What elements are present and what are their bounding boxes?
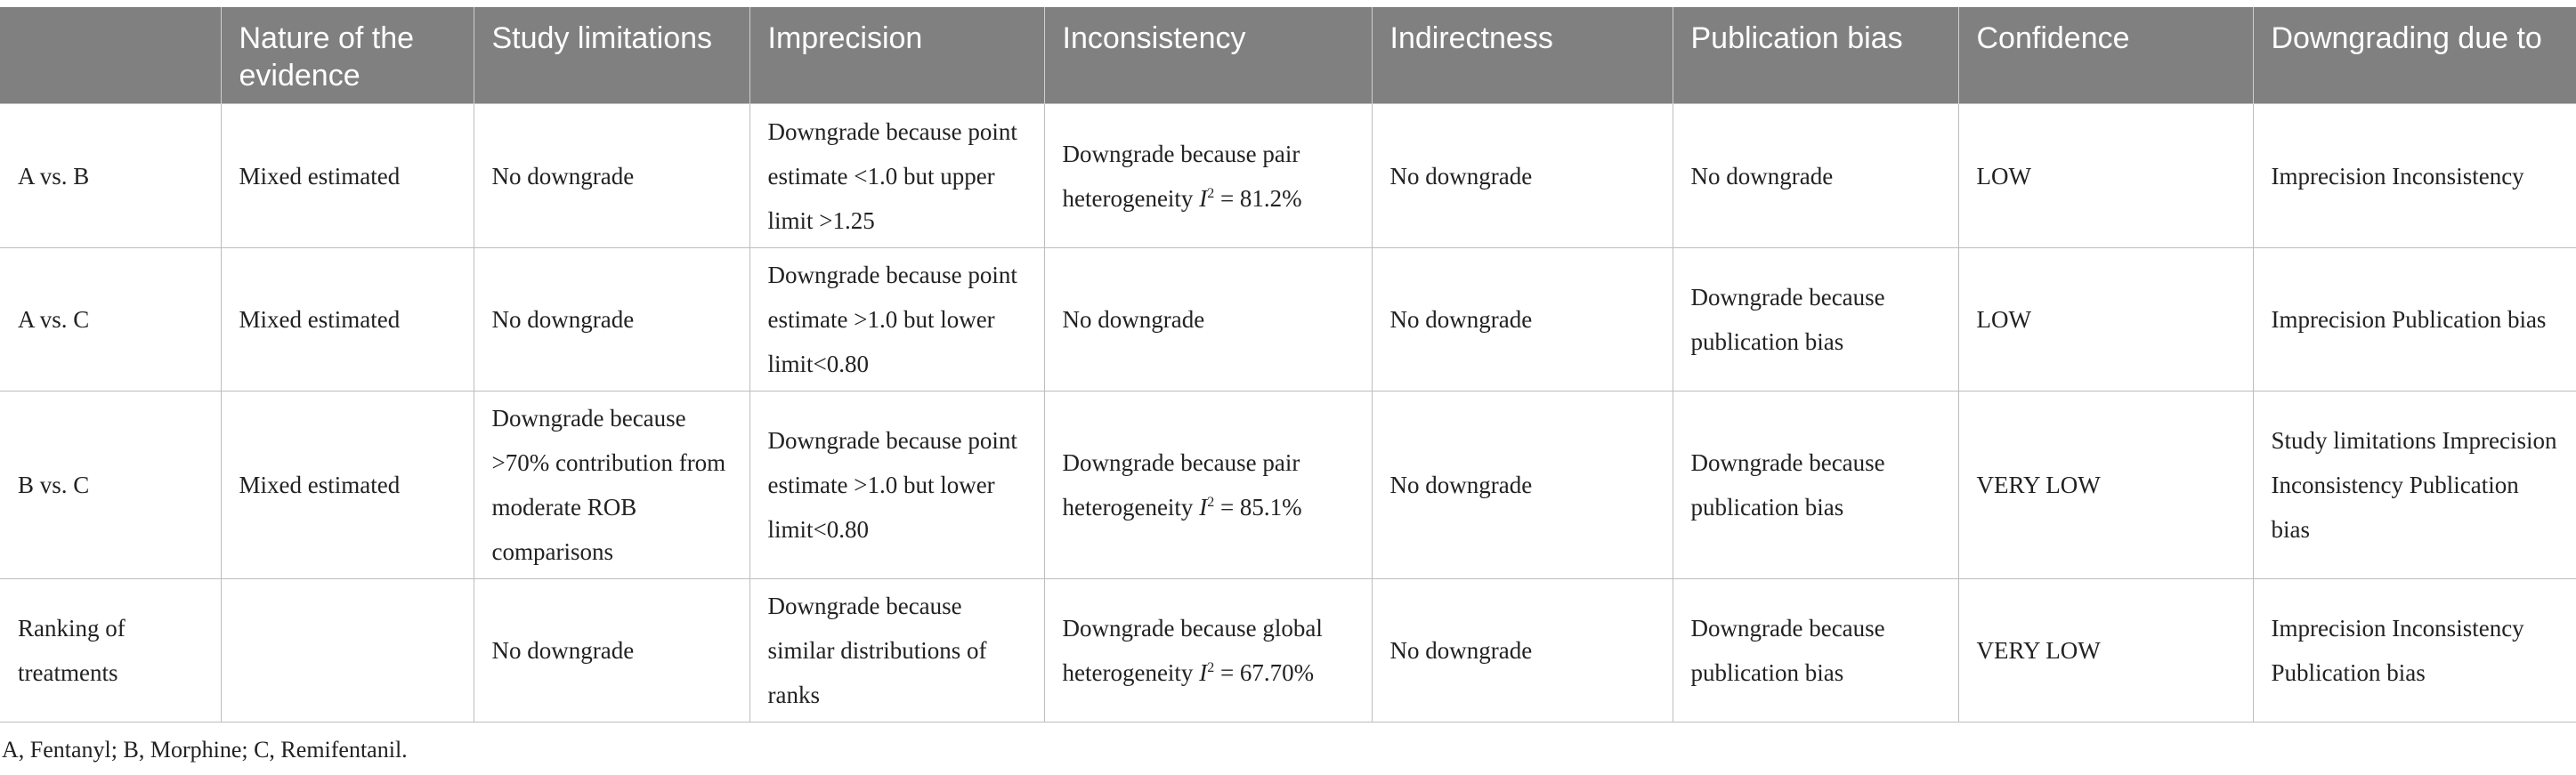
cell-downgrading: Imprecision Inconsistency	[2252, 103, 2576, 248]
cell-imprecision: Downgrade because point estimate >1.0 bu…	[749, 391, 1045, 579]
header-row: Nature of the evidence Study limitations…	[0, 7, 2576, 104]
cell-confidence: LOW	[1957, 103, 2254, 248]
cell-nature: Mixed estimated	[220, 391, 474, 579]
cell-publication-bias: Downgrade because publication bias	[1672, 247, 1959, 392]
table-row: A vs. B Mixed estimated No downgrade Dow…	[0, 103, 2576, 248]
cell-indirectness: No downgrade	[1371, 391, 1673, 579]
cell-study-limitations: No downgrade	[473, 103, 750, 248]
inconsistency-i: I	[1199, 659, 1208, 686]
header-imprecision: Imprecision	[749, 7, 1044, 104]
inconsistency-value: = 81.2%	[1214, 184, 1302, 212]
table-row: Ranking of treatments No downgrade Downg…	[0, 578, 2576, 723]
cell-nature	[220, 578, 474, 723]
inconsistency-value: = 85.1%	[1214, 494, 1302, 521]
cell-comparison: A vs. C	[0, 247, 222, 392]
cell-confidence: VERY LOW	[1957, 578, 2254, 723]
table-row: A vs. C Mixed estimated No downgrade Dow…	[0, 247, 2576, 392]
inconsistency-value: = 67.70%	[1214, 659, 1315, 686]
inconsistency-sup: 2	[1207, 495, 1215, 510]
header-confidence: Confidence	[1957, 7, 2253, 104]
inconsistency-sup: 2	[1207, 660, 1215, 675]
inconsistency-sup: 2	[1207, 185, 1215, 201]
cell-imprecision: Downgrade because similar distributions …	[749, 578, 1045, 723]
header-downgrading: Downgrading due to	[2252, 7, 2576, 104]
cell-confidence: VERY LOW	[1957, 391, 2254, 579]
inconsistency-i: I	[1199, 494, 1208, 521]
header-study-limitations: Study limitations	[473, 7, 749, 104]
cell-confidence: LOW	[1957, 247, 2254, 392]
header-comparison	[0, 7, 221, 104]
cell-comparison: B vs. C	[0, 391, 222, 579]
grade-table-container: Nature of the evidence Study limitations…	[0, 7, 2576, 723]
cell-indirectness: No downgrade	[1371, 103, 1673, 248]
cell-study-limitations: No downgrade	[473, 578, 750, 723]
cell-study-limitations: Downgrade because >70% contribution from…	[473, 391, 750, 579]
inconsistency-text: Downgrade because pair heterogeneity	[1062, 449, 1300, 521]
header-inconsistency: Inconsistency	[1043, 7, 1372, 104]
cell-study-limitations: No downgrade	[473, 247, 750, 392]
cell-publication-bias: Downgrade because publication bias	[1672, 391, 1959, 579]
grade-table: Nature of the evidence Study limitations…	[0, 7, 2576, 723]
cell-indirectness: No downgrade	[1371, 247, 1673, 392]
cell-inconsistency: Downgrade because pair heterogeneity I2 …	[1043, 103, 1373, 248]
cell-inconsistency: Downgrade because global heterogeneity I…	[1043, 578, 1373, 723]
table-row: B vs. C Mixed estimated Downgrade becaus…	[0, 391, 2576, 579]
cell-downgrading: Study limitations Imprecision Inconsiste…	[2252, 391, 2576, 579]
cell-inconsistency: Downgrade because pair heterogeneity I2 …	[1043, 391, 1373, 579]
cell-publication-bias: No downgrade	[1672, 103, 1959, 248]
header-publication-bias: Publication bias	[1672, 7, 1958, 104]
inconsistency-text: Downgrade because pair heterogeneity	[1062, 140, 1300, 212]
cell-comparison: A vs. B	[0, 103, 222, 248]
cell-nature: Mixed estimated	[220, 247, 474, 392]
cell-downgrading: Imprecision Inconsistency Publication bi…	[2252, 578, 2576, 723]
header-nature: Nature of the evidence	[220, 7, 474, 104]
cell-downgrading: Imprecision Publication bias	[2252, 247, 2576, 392]
cell-comparison: Ranking of treatments	[0, 578, 222, 723]
cell-publication-bias: Downgrade because publication bias	[1672, 578, 1959, 723]
cell-indirectness: No downgrade	[1371, 578, 1673, 723]
cell-inconsistency: No downgrade	[1043, 247, 1373, 392]
inconsistency-text: Downgrade because global heterogeneity	[1062, 615, 1323, 686]
cell-imprecision: Downgrade because point estimate >1.0 bu…	[749, 247, 1045, 392]
header-indirectness: Indirectness	[1371, 7, 1673, 104]
inconsistency-i: I	[1199, 184, 1208, 212]
table-footnote: A, Fentanyl; B, Morphine; C, Remifentani…	[2, 737, 408, 763]
cell-imprecision: Downgrade because point estimate <1.0 bu…	[749, 103, 1045, 248]
cell-nature: Mixed estimated	[220, 103, 474, 248]
